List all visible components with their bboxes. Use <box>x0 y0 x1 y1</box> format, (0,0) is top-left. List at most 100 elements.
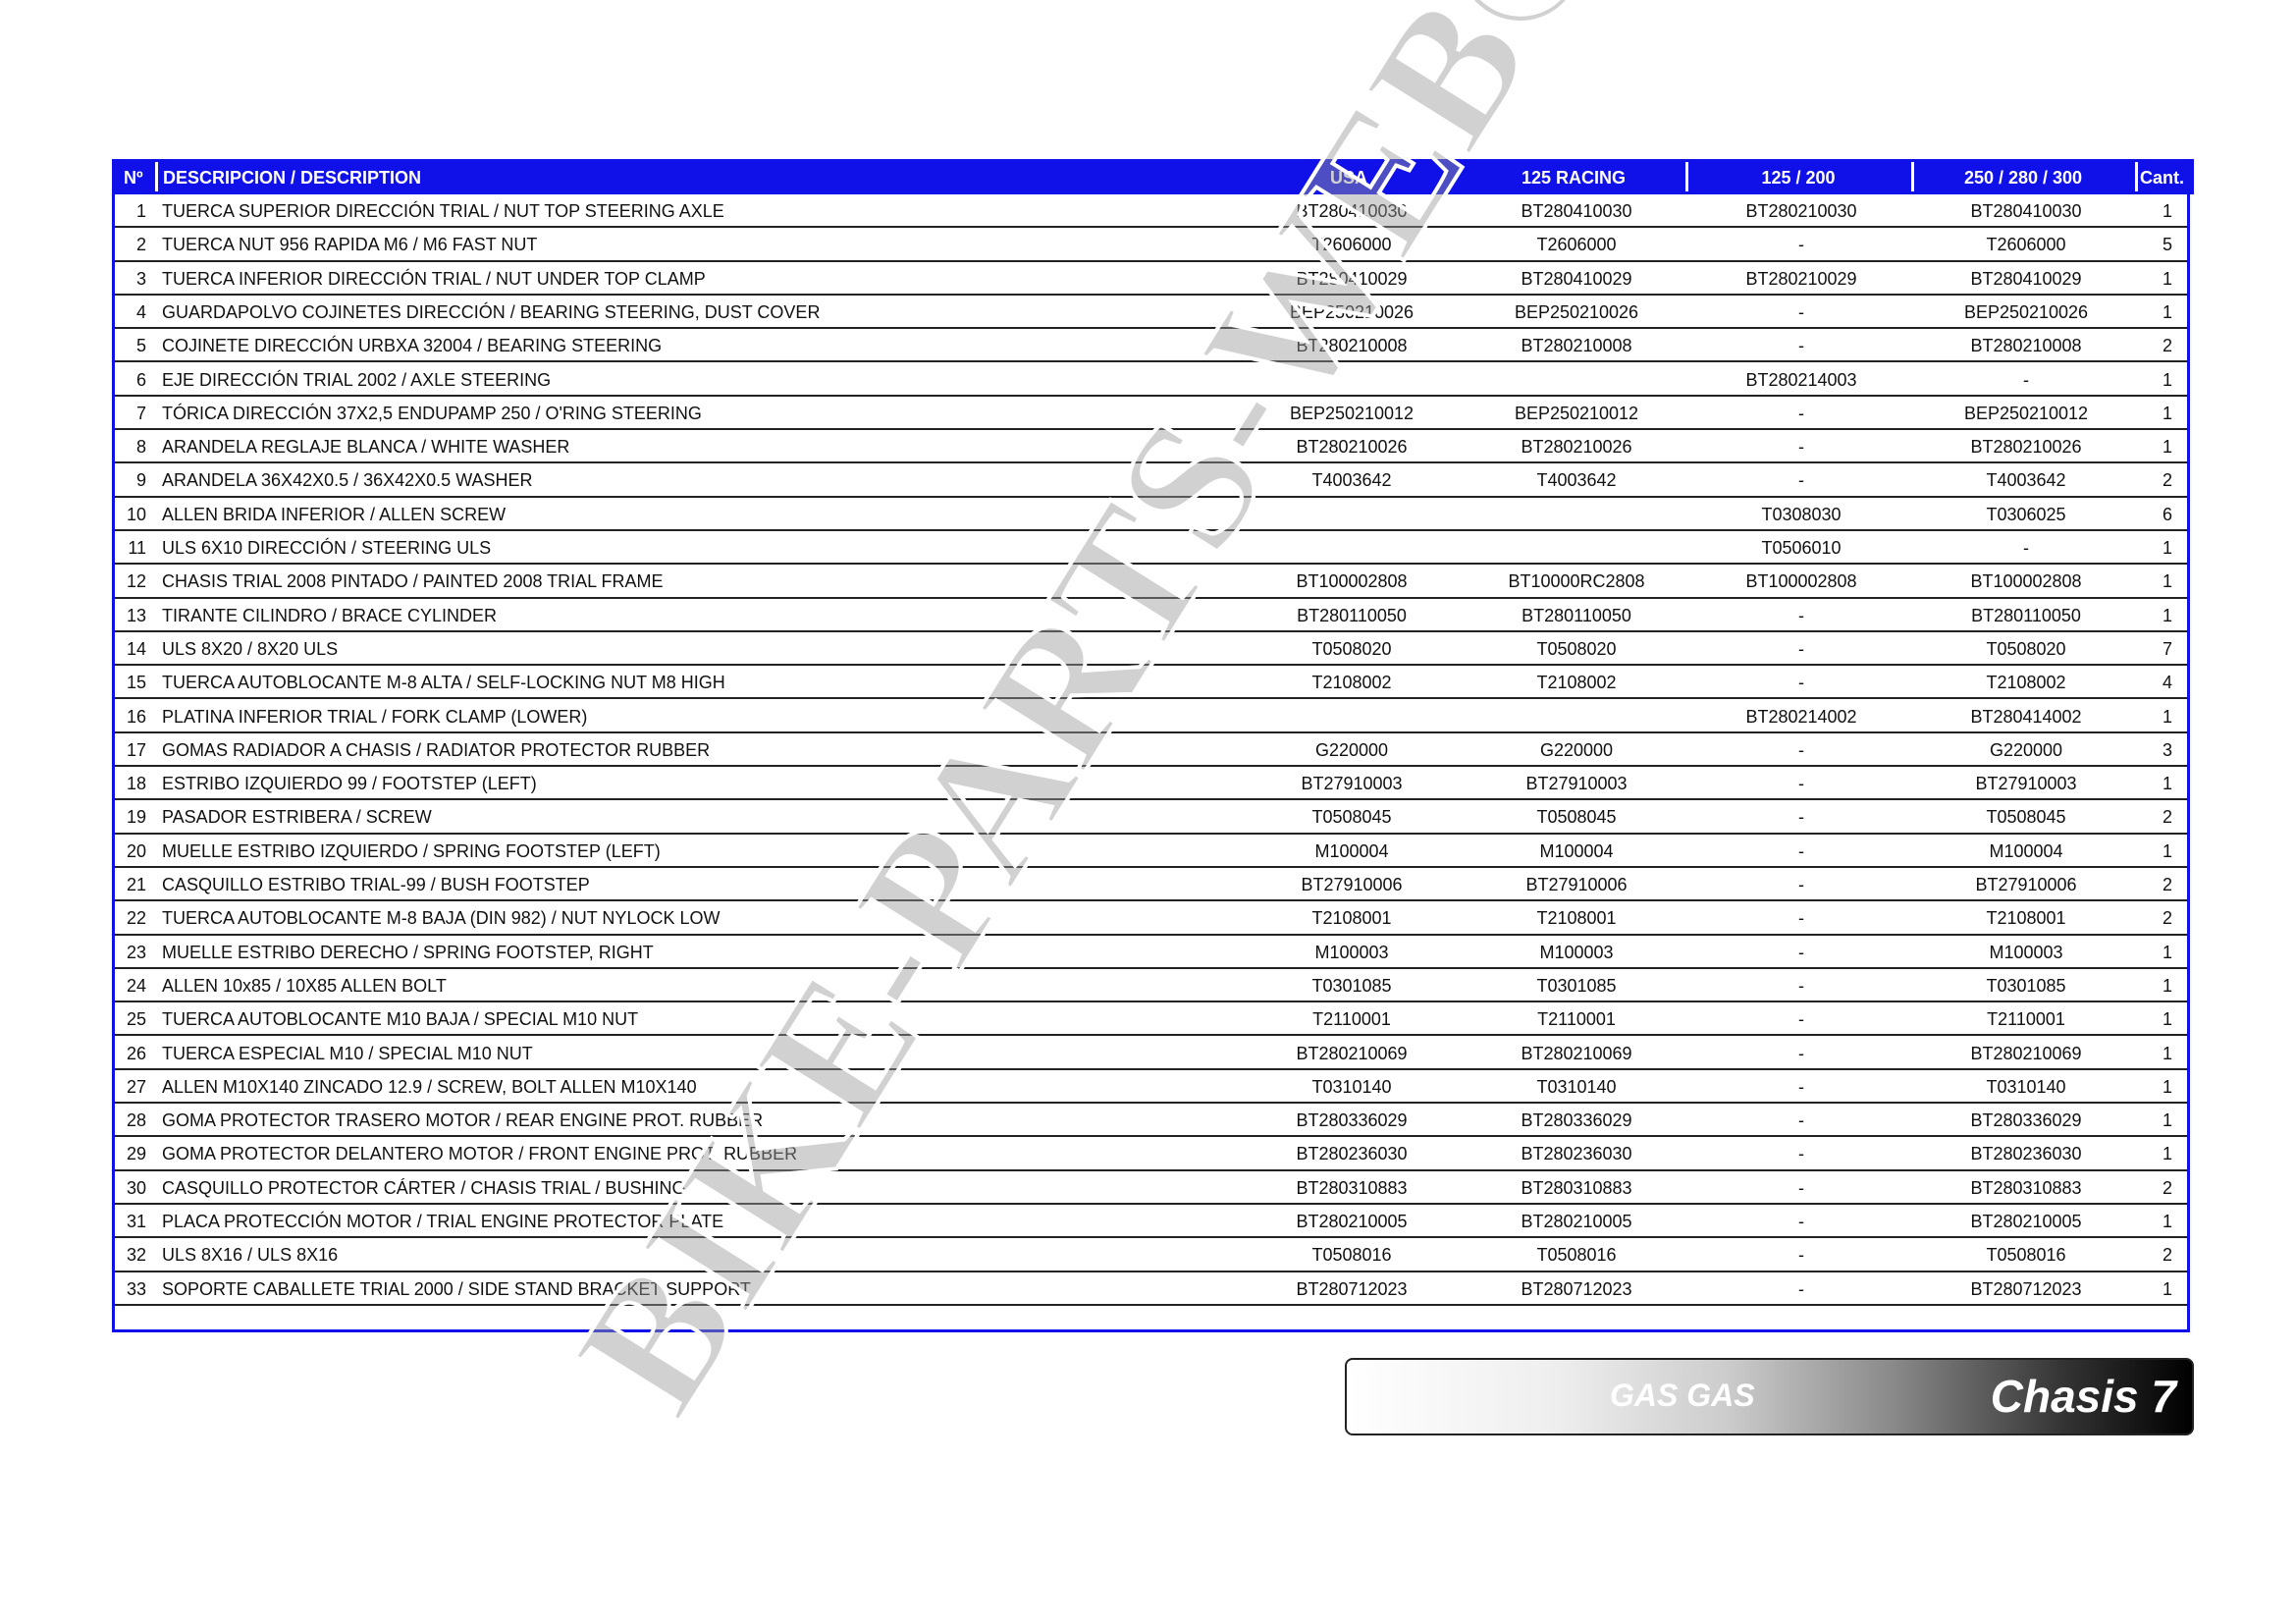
description: CHASIS TRIAL 2008 PINTADO / PAINTED 2008… <box>162 571 664 592</box>
item-number: 27 <box>126 1076 146 1097</box>
item-number: 4 <box>135 301 146 322</box>
description: SOPORTE CABALLETE TRIAL 2000 / SIDE STAN… <box>162 1278 751 1299</box>
item-number: 9 <box>135 470 146 491</box>
description: PASADOR ESTRIBERA / SCREW <box>162 807 432 828</box>
description: TÓRICA DIRECCIÓN 37X2,5 ENDUPAMP 250 / O… <box>162 403 702 423</box>
table-row: 5 COJINETE DIRECCIÓN URBXA 32004 / BEARIN… <box>115 329 2187 363</box>
125-200-code: - <box>1798 975 1804 996</box>
description: GOMAS RADIADOR A CHASIS / RADIATOR PROTE… <box>162 739 711 760</box>
quantity: 3 <box>2162 739 2173 760</box>
usa-code: BT280310883 <box>1296 1177 1408 1198</box>
quantity: 1 <box>2162 840 2173 861</box>
usa-code: T0508020 <box>1311 638 1392 659</box>
250-280-300-code: T0306025 <box>1986 504 2066 524</box>
usa-code: BT280210008 <box>1296 336 1408 356</box>
125-racing-code: BT280410029 <box>1521 268 1632 289</box>
description: TUERCA AUTOBLOCANTE M-8 ALTA / SELF-LOCK… <box>162 673 725 693</box>
usa-code: BT280210005 <box>1296 1212 1408 1231</box>
table-row: 26 TUERCA ESPECIAL M10 / SPECIAL M10 NUT B… <box>115 1037 2187 1070</box>
chapter-title: Chasis 7 <box>1990 1371 2176 1422</box>
250-280-300-code: BT280210005 <box>1970 1212 2082 1231</box>
quantity: 1 <box>2162 403 2173 423</box>
usa-code: T2108002 <box>1311 673 1392 693</box>
125-200-code: BT280210030 <box>1745 201 1857 221</box>
item-number: 1 <box>135 201 146 221</box>
250-280-300-code: M100003 <box>1989 942 2063 962</box>
table-row: 22 TUERCA AUTOBLOCANTE M-8 BAJA (DIN 982)… <box>115 901 2187 936</box>
250-280-300-code: - <box>2023 538 2029 558</box>
125-200-code: T0308030 <box>1761 504 1842 524</box>
table-row: 21 CASQUILLO ESTRIBO TRIAL-99 / BUSH FOOT… <box>115 868 2187 902</box>
description: CASQUILLO PROTECTOR CÁRTER / CHASIS TRIA… <box>162 1177 686 1198</box>
125-racing-code: T0508045 <box>1536 807 1617 828</box>
table-row: 30 CASQUILLO PROTECTOR CÁRTER / CHASIS TR… <box>115 1171 2187 1205</box>
table-row: 2 TUERCA NUT 956 RAPIDA M6 / M6 FAST NUT T… <box>115 228 2187 262</box>
125-racing-code: T0310140 <box>1536 1076 1617 1097</box>
125-200-code: - <box>1798 1110 1804 1131</box>
quantity: 6 <box>2162 504 2173 524</box>
description: TIRANTE CILINDRO / BRACE CYLINDER <box>162 605 498 625</box>
usa-code: T0310140 <box>1311 1076 1392 1097</box>
item-number: 16 <box>126 706 146 727</box>
table-row: 6 EJE DIRECCIÓN TRIAL 2002 / AXLE STEERIN… <box>115 363 2187 397</box>
item-number: 11 <box>128 538 146 558</box>
quantity: 1 <box>2162 268 2173 289</box>
125-racing-code: BT280712023 <box>1521 1278 1632 1299</box>
usa-code: G220000 <box>1314 739 1389 760</box>
usa-code: T0508045 <box>1311 807 1392 828</box>
125-200-code: - <box>1798 403 1804 423</box>
table-row: 4 GUARDAPOLVO COJINETES DIRECCIÓN / BEARI… <box>115 296 2187 330</box>
125-racing-code: BT280210008 <box>1521 336 1632 356</box>
description: ULS 6X10 DIRECCIÓN / STEERING ULS <box>162 538 492 558</box>
250-280-300-code: BT27910003 <box>1975 774 2077 794</box>
250-280-300-code: BT280236030 <box>1970 1144 2082 1164</box>
125-racing-code: T2606000 <box>1536 235 1617 255</box>
125-racing-code: G220000 <box>1539 739 1614 760</box>
usa-code: BT280336029 <box>1296 1110 1408 1131</box>
quantity: 2 <box>2162 875 2173 894</box>
quantity: 4 <box>2162 673 2173 693</box>
table-row: 12 CHASIS TRIAL 2008 PINTADO / PAINTED 20… <box>115 565 2187 599</box>
usa-code: BT280712023 <box>1296 1278 1408 1299</box>
description: ALLEN 10x85 / 10X85 ALLEN BOLT <box>162 975 447 996</box>
125-racing-code: BT280110050 <box>1522 605 1631 625</box>
table-row: 15 TUERCA AUTOBLOCANTE M-8 ALTA / SELF-LO… <box>115 666 2187 700</box>
250-280-300-code: BT280712023 <box>1970 1278 2082 1299</box>
125-200-code: - <box>1798 470 1804 491</box>
usa-code: BT280236030 <box>1296 1144 1408 1164</box>
description: PLATINA INFERIOR TRIAL / FORK CLAMP (LOW… <box>162 706 588 727</box>
item-number: 17 <box>126 739 146 760</box>
usa-code: M100004 <box>1314 840 1389 861</box>
250-280-300-code: T0301085 <box>1986 975 2066 996</box>
quantity: 1 <box>2162 437 2173 458</box>
description: ARANDELA REGLAJE BLANCA / WHITE WASHER <box>162 437 570 458</box>
item-number: 29 <box>126 1144 146 1164</box>
quantity: 1 <box>2162 1043 2173 1063</box>
usa-code: BEP250210012 <box>1289 403 1415 423</box>
quantity: 1 <box>2162 1009 2173 1030</box>
item-number: 22 <box>126 908 146 929</box>
125-200-code: - <box>1798 942 1804 962</box>
usa-code: BT27910006 <box>1301 875 1403 894</box>
header-250-280-300: 250 / 280 / 300 <box>1963 168 2083 188</box>
item-number: 23 <box>126 942 146 962</box>
125-200-code: - <box>1798 1043 1804 1063</box>
item-number: 33 <box>126 1278 146 1299</box>
item-number: 18 <box>126 774 146 794</box>
usa-code: T2108001 <box>1311 908 1392 929</box>
header-125-200: 125 / 200 <box>1761 168 1836 188</box>
usa-code: BT280210069 <box>1296 1043 1408 1063</box>
usa-code: T2606000 <box>1311 235 1392 255</box>
header-no: Nº <box>124 168 143 188</box>
item-number: 6 <box>135 369 146 390</box>
table-row: 11 ULS 6X10 DIRECCIÓN / STEERING ULS T0506… <box>115 531 2187 566</box>
table-row: 18 ESTRIBO IZQUIERDO 99 / FOOTSTEP (LEFT)… <box>115 767 2187 801</box>
250-280-300-code: BT280210008 <box>1970 336 2082 356</box>
table-row: 28 GOMA PROTECTOR TRASERO MOTOR / REAR EN… <box>115 1104 2187 1138</box>
table-row: 23 MUELLE ESTRIBO DERECHO / SPRING FOOTST… <box>115 936 2187 969</box>
usa-code: T0301085 <box>1311 975 1392 996</box>
item-number: 13 <box>126 605 146 625</box>
quantity: 2 <box>2162 807 2173 828</box>
description: TUERCA NUT 956 RAPIDA M6 / M6 FAST NUT <box>162 235 538 255</box>
table-row: 27 ALLEN M10X140 ZINCADO 12.9 / SCREW, BO… <box>115 1070 2187 1105</box>
